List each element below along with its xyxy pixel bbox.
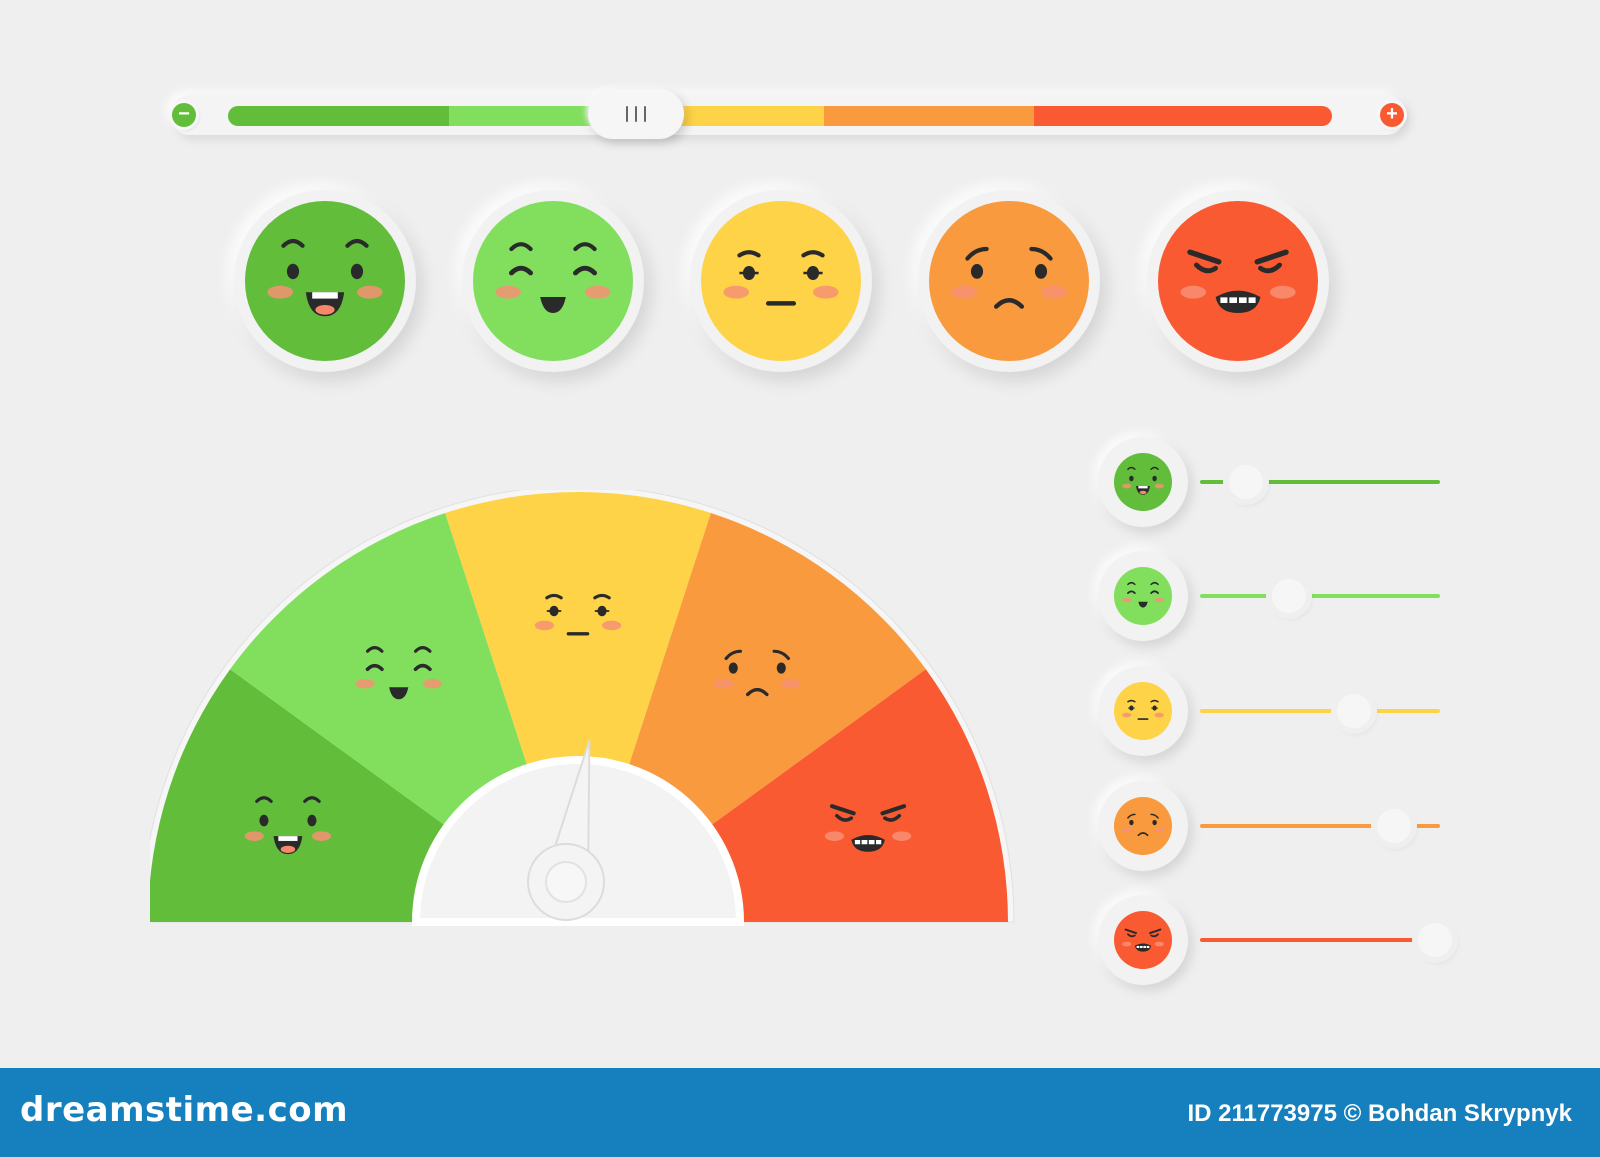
sad-face-icon [929,201,1089,361]
mood-button-very-happy[interactable] [234,190,416,372]
slider-thumb[interactable] [1418,923,1453,957]
sad-face-icon [1114,797,1172,855]
gauge-needle-cap [545,861,587,903]
slider-thumb[interactable] [1377,809,1412,843]
happy-face-icon [1114,567,1172,625]
slider-thumb[interactable] [1228,465,1263,499]
gauge-face-neutral [534,593,622,636]
mood-avatar [1098,895,1188,985]
mood-button-sad[interactable] [918,190,1100,372]
mood-avatar [1098,781,1188,871]
very-happy-face-icon [1114,453,1172,511]
neutral-face-icon [1114,682,1172,740]
angry-face-icon [1114,911,1172,969]
minus-icon[interactable]: − [172,103,196,127]
slider-thumb[interactable] [1271,579,1306,613]
grip-line [635,106,638,122]
footer-bar: dreamstime.com ID 211773975 © Bohdan Skr… [0,1068,1600,1157]
gauge-segment-happy [230,513,528,827]
mood-avatar [1098,437,1188,527]
mood-button-angry[interactable] [1147,190,1329,372]
slider-track[interactable] [1200,809,1440,843]
canvas: − + [150,89,1453,985]
gauge-segment-neutral [445,491,711,768]
grip-line [626,106,629,122]
happy-face-icon [473,201,633,361]
mood-slider-happy[interactable] [1098,551,1444,641]
mood-scale-slider[interactable]: − + [170,89,1406,139]
scale-thumb[interactable] [588,89,685,139]
slider-track[interactable] [1200,923,1453,957]
slider-track[interactable] [1200,694,1440,728]
mood-slider-neutral[interactable] [1098,666,1444,756]
plus-icon[interactable]: + [1380,103,1404,127]
scale-segment [228,106,449,126]
neutral-face-icon [701,201,861,361]
mood-slider-very-happy[interactable] [1098,437,1444,527]
mood-avatar [1098,551,1188,641]
brand-logo: dreamstime.com [20,1090,349,1130]
slider-track[interactable] [1200,579,1440,613]
mood-gauge [150,490,1015,926]
scale-segment [1033,106,1332,126]
angry-face-icon [1158,201,1318,361]
scale-track[interactable] [228,106,1332,126]
mood-button-happy[interactable] [462,190,644,372]
gauge-face-very-happy [244,796,332,855]
mood-avatar [1098,666,1188,756]
scale-segment [824,106,1034,126]
gauge-segment-angry [709,669,1008,922]
gauge-segment-very-happy [150,669,447,922]
gauge-face-happy [355,646,442,700]
slider-thumb[interactable] [1336,694,1371,728]
scale-segment [448,106,626,126]
gauge-face-angry [824,804,912,852]
slider-track[interactable] [1200,465,1440,499]
grip-line [644,106,647,122]
very-happy-face-icon [245,201,405,361]
mood-button-neutral[interactable] [690,190,872,372]
mood-slider-sad[interactable] [1098,781,1444,871]
image-credit: ID 211773975 © Bohdan Skrypnyk [1187,1100,1572,1127]
mood-slider-angry[interactable] [1098,895,1453,985]
gauge-segment-sad [628,513,926,827]
gauge-face-sad [714,649,801,697]
